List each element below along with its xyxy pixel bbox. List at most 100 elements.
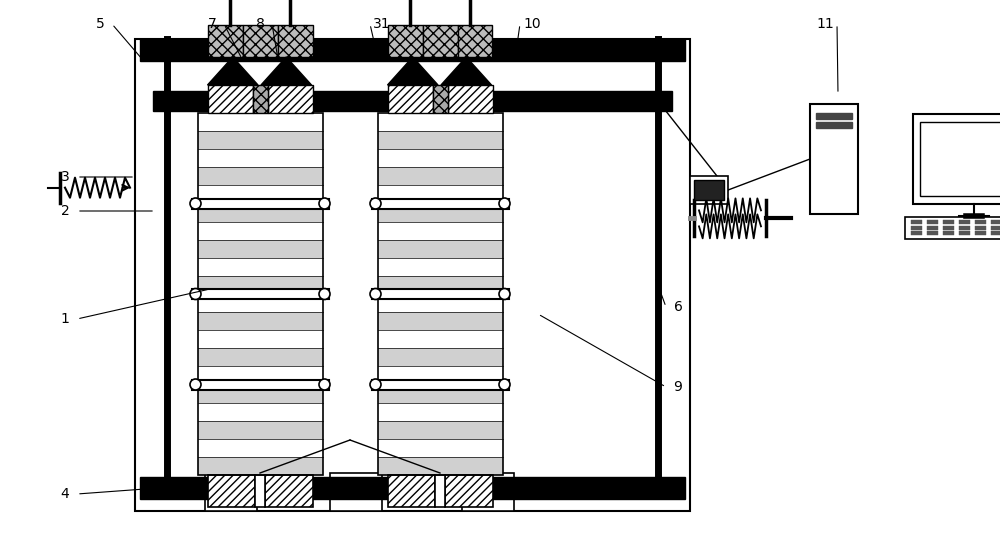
Bar: [445, 475, 493, 507]
Bar: [435, 475, 445, 507]
Circle shape: [319, 198, 330, 209]
Bar: [943, 231, 954, 235]
Bar: [927, 231, 938, 235]
Bar: [462, 473, 514, 511]
Bar: [694, 180, 724, 200]
Bar: [208, 25, 243, 57]
Text: 7: 7: [208, 17, 216, 31]
Bar: [330, 473, 382, 511]
Text: 4: 4: [61, 487, 69, 501]
Bar: [911, 231, 922, 235]
Bar: [268, 85, 312, 113]
Bar: [192, 199, 328, 209]
Bar: [198, 131, 322, 149]
Bar: [991, 220, 1000, 224]
Circle shape: [319, 289, 330, 300]
Circle shape: [370, 379, 381, 390]
Bar: [927, 226, 938, 229]
Bar: [423, 25, 458, 57]
Bar: [243, 25, 278, 57]
Bar: [253, 85, 268, 113]
Text: 5: 5: [96, 17, 104, 31]
Bar: [140, 477, 685, 499]
Bar: [198, 312, 322, 330]
Bar: [198, 457, 322, 475]
Circle shape: [190, 289, 201, 300]
Bar: [378, 276, 503, 294]
Bar: [372, 379, 509, 389]
Text: 10: 10: [523, 17, 541, 31]
Bar: [378, 457, 503, 475]
Circle shape: [499, 379, 510, 390]
Bar: [913, 114, 1000, 204]
Bar: [265, 475, 312, 507]
Bar: [388, 25, 423, 57]
Bar: [943, 220, 954, 224]
Bar: [208, 85, 253, 113]
Bar: [140, 39, 685, 61]
Bar: [991, 231, 1000, 235]
Bar: [975, 231, 986, 235]
Bar: [432, 85, 448, 113]
Bar: [810, 104, 858, 214]
Text: 1: 1: [61, 312, 69, 326]
Bar: [135, 39, 690, 511]
Polygon shape: [388, 57, 438, 85]
Text: 11: 11: [816, 17, 834, 31]
Text: 3: 3: [61, 170, 69, 184]
Bar: [378, 240, 503, 258]
Bar: [198, 384, 322, 402]
Bar: [208, 475, 255, 507]
Bar: [959, 231, 970, 235]
Circle shape: [499, 198, 510, 209]
Bar: [192, 289, 328, 299]
Text: 8: 8: [256, 17, 264, 31]
Bar: [372, 289, 509, 299]
Circle shape: [319, 379, 330, 390]
Bar: [959, 220, 970, 224]
Bar: [690, 176, 728, 204]
Circle shape: [499, 289, 510, 300]
Bar: [388, 475, 435, 507]
Bar: [378, 312, 503, 330]
Bar: [255, 475, 265, 507]
Bar: [927, 220, 938, 224]
Circle shape: [190, 198, 201, 209]
Bar: [905, 217, 1000, 239]
Text: 2: 2: [61, 204, 69, 218]
Bar: [378, 384, 503, 402]
Text: 31: 31: [373, 17, 391, 31]
Bar: [198, 276, 322, 294]
Bar: [198, 113, 322, 475]
Bar: [192, 379, 328, 389]
Bar: [198, 204, 322, 222]
Bar: [975, 220, 986, 224]
Bar: [943, 226, 954, 229]
Bar: [378, 113, 503, 475]
Bar: [198, 348, 322, 366]
Bar: [991, 226, 1000, 229]
Bar: [378, 167, 503, 186]
Polygon shape: [261, 57, 312, 85]
Bar: [911, 220, 922, 224]
Bar: [816, 122, 852, 128]
Bar: [378, 348, 503, 366]
Bar: [378, 421, 503, 439]
Bar: [372, 199, 509, 209]
Bar: [198, 167, 322, 186]
Bar: [388, 85, 432, 113]
Circle shape: [370, 289, 381, 300]
Polygon shape: [441, 57, 492, 85]
Bar: [205, 473, 257, 511]
Bar: [959, 226, 970, 229]
Circle shape: [370, 198, 381, 209]
Bar: [911, 226, 922, 229]
Bar: [278, 25, 313, 57]
Circle shape: [190, 379, 201, 390]
Text: 9: 9: [674, 380, 682, 394]
Bar: [198, 240, 322, 258]
Bar: [448, 85, 493, 113]
Bar: [153, 91, 672, 111]
Bar: [920, 122, 1000, 196]
Bar: [378, 204, 503, 222]
